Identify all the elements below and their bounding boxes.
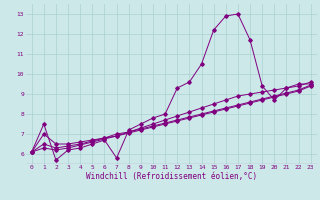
X-axis label: Windchill (Refroidissement éolien,°C): Windchill (Refroidissement éolien,°C) <box>86 172 257 181</box>
